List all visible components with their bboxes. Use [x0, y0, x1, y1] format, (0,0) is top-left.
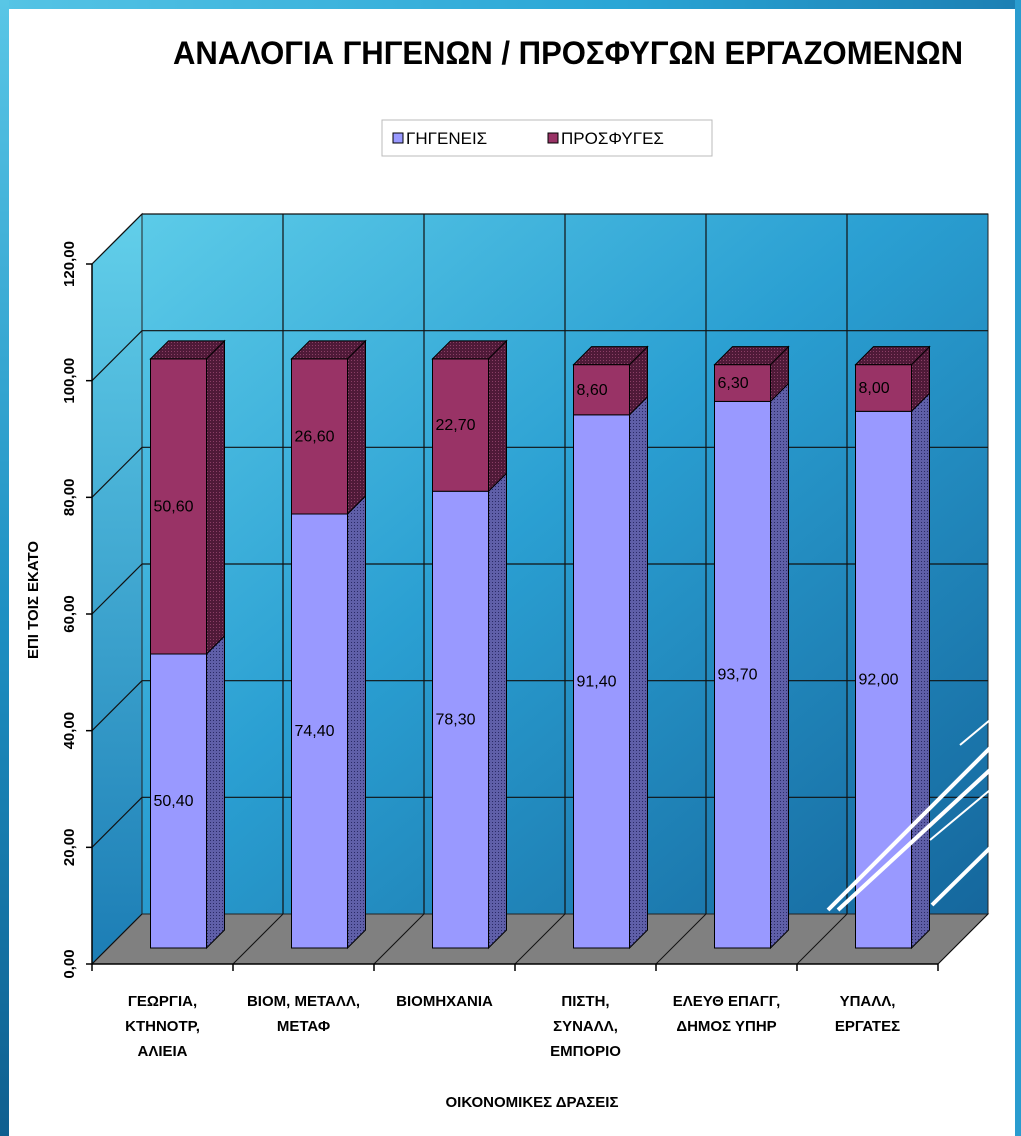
floor-divider [373, 913, 425, 965]
x-category-label: ΣΥΝΑΛΛ, [553, 1018, 618, 1035]
legend-label-ghgeneis: ΓΗΓΕΝΕΙΣ [406, 129, 487, 148]
x-category-label: ΓΕΩΡΓΙΑ, [128, 993, 197, 1010]
bar-prosfyges [855, 364, 912, 412]
x-tick-labels: ΓΕΩΡΓΙΑ, ΚΤΗΝΟΤΡ, ΑΛΙΕΙΑ ΒΙΟΜ, ΜΕΤΑΛΛ, ΜΕΤΑΦ… [125, 993, 900, 1060]
y-tick-label: 20,00 [61, 829, 78, 867]
data-label-ghgeneis: 50,40 [154, 793, 194, 810]
bar-side-ghgeneis [206, 634, 225, 950]
data-label-prosfyges: 26,60 [295, 428, 335, 445]
data-label-prosfyges: 8,00 [859, 380, 890, 397]
legend-item-prosfyges: ΠΡΟΣΦΥΓΕΣ [547, 129, 664, 148]
gridline-side [91, 796, 143, 848]
data-label-prosfyges: 50,60 [154, 498, 194, 515]
bar-side-prosfyges [488, 339, 507, 493]
data-label-prosfyges: 6,30 [718, 375, 749, 392]
y-tick-label: 100,00 [61, 358, 78, 404]
frame-top-border [0, 0, 1021, 9]
frame-right-border [1015, 0, 1021, 1136]
bar-top-prosfyges [713, 346, 790, 366]
data-label-ghgeneis: 92,00 [859, 672, 899, 689]
bar-ghgeneis [150, 653, 207, 949]
bar-labels-group: 50,40 50,60 74,40 26,60 78,30 22,70 91,40 8,60 9… [154, 375, 899, 810]
data-label-prosfyges: 8,60 [577, 382, 608, 399]
x-category-label: ΠΙΣΤΗ, [561, 993, 609, 1010]
legend-swatch-prosfyges [547, 132, 559, 144]
bar-side-ghgeneis [488, 472, 507, 950]
bar-ghgeneis [291, 513, 348, 949]
y-tick-labels: 0,00 20,00 40,00 60,00 80,00 100,00 120,00 [61, 241, 78, 979]
data-label-ghgeneis: 91,40 [577, 673, 617, 690]
frame-left-border [0, 0, 9, 1136]
y-tick-label: 60,00 [61, 595, 78, 633]
x-category-label: ΕΛΕΥΘ ΕΠΑΓΓ, [673, 993, 781, 1010]
y-axis-title: ΕΠΙ ΤΟΙΣ ΕΚΑΤΟ [25, 541, 42, 659]
bar-prosfyges [714, 364, 771, 402]
gridline-side [91, 330, 143, 382]
decorative-stripes [826, 719, 992, 912]
floor-divider [91, 913, 143, 965]
bar-ghgeneis [855, 410, 912, 949]
floor-divider [514, 913, 566, 965]
bar-side-ghgeneis [911, 392, 930, 950]
bar-side-ghgeneis [770, 382, 789, 950]
bar-side-ghgeneis [629, 395, 648, 950]
bar-top-prosfyges [854, 346, 931, 366]
x-category-label: ΕΜΠΟΡΙΟ [550, 1043, 621, 1060]
gridline-side [91, 680, 143, 732]
bar-top-prosfyges [149, 340, 226, 360]
bar-top-prosfyges [290, 340, 367, 360]
chart-legend: ΓΗΓΕΝΕΙΣ ΠΡΟΣΦΥΓΕΣ [381, 119, 713, 157]
floor-divider [937, 913, 989, 965]
bar-prosfyges [573, 364, 630, 416]
legend-swatch-ghgeneis [392, 132, 404, 144]
gridline-side [91, 213, 143, 265]
y-tick-label: 40,00 [61, 712, 78, 750]
data-label-ghgeneis: 78,30 [436, 712, 476, 729]
bar-prosfyges [432, 358, 489, 492]
x-category-label: ΚΤΗΝΟΤΡ, [125, 1018, 200, 1035]
plot-walls [90, 212, 990, 966]
floor-divider [796, 913, 848, 965]
gridline-side [91, 446, 143, 498]
bar-ghgeneis [573, 414, 630, 949]
data-label-prosfyges: 22,70 [436, 417, 476, 434]
x-category-label: ΒΙΟΜ, ΜΕΤΑΛΛ, [247, 993, 360, 1010]
plot-gridlines [91, 213, 989, 965]
chart-title: ΑΝΑΛΟΓΙΑ ΓΗΓΕΝΩΝ / ΠΡΟΣΦΥΓΩΝ ΕΡΓΑΖΟΜΕΝΩΝ [173, 35, 963, 71]
x-category-label: ΒΙΟΜΗΧΑΝΙΑ [396, 993, 493, 1010]
x-category-label: ΑΛΙΕΙΑ [137, 1043, 187, 1060]
bar-prosfyges [291, 358, 348, 515]
legend-item-ghgeneis: ΓΗΓΕΝΕΙΣ [392, 129, 487, 148]
y-tick-label: 80,00 [61, 479, 78, 517]
y-tick-label: 120,00 [61, 241, 78, 287]
floor-divider [655, 913, 707, 965]
data-label-ghgeneis: 93,70 [718, 667, 758, 684]
x-category-label: ΥΠΑΛΛ, [840, 993, 896, 1010]
bar-side-prosfyges [347, 339, 366, 516]
y-tick-label: 0,00 [61, 949, 78, 978]
legend-label-prosfyges: ΠΡΟΣΦΥΓΕΣ [561, 129, 664, 148]
bars-group [149, 339, 931, 950]
bar-side-prosfyges [206, 339, 225, 656]
x-axis-title: ΟΙΚΟΝΟΜΙΚΕΣ ΔΡΑΣΕΙΣ [446, 1094, 619, 1111]
x-category-label: ΔΗΜΟΣ ΥΠΗΡ [676, 1018, 776, 1035]
x-category-label: ΜΕΤΑΦ [277, 1018, 330, 1035]
bar-top-prosfyges [572, 346, 649, 366]
bar-ghgeneis [714, 400, 771, 949]
bar-prosfyges [150, 358, 207, 655]
x-category-label: ΕΡΓΑΤΕΣ [835, 1018, 900, 1035]
data-label-ghgeneis: 74,40 [295, 723, 335, 740]
floor-divider [232, 913, 284, 965]
plot-axes [86, 263, 939, 971]
gridline-side [91, 563, 143, 615]
bar-top-prosfyges [431, 340, 508, 360]
bar-side-ghgeneis [347, 494, 366, 950]
